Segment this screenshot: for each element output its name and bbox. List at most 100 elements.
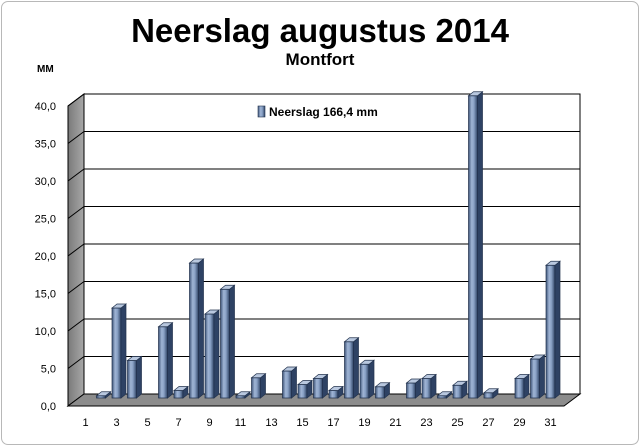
bar-front (173, 390, 184, 399)
y-tick-label: 20,0 (35, 251, 56, 263)
bar (436, 391, 453, 399)
y-tick-label: 35,0 (35, 139, 56, 151)
bars-group (95, 91, 561, 399)
legend-label: Neerslag 166,4 mm (269, 105, 378, 119)
gridlines (67, 93, 580, 369)
bar-side (120, 303, 127, 399)
bar-top (421, 374, 437, 379)
bar-top (126, 356, 143, 361)
gridline-side (67, 318, 85, 332)
bar-top (359, 359, 375, 365)
bar-side (554, 260, 561, 399)
bar-front (127, 360, 137, 399)
bar (204, 309, 220, 399)
bar-front (452, 384, 463, 399)
bar (328, 385, 344, 399)
gridline-side (67, 356, 85, 369)
gridline-side (67, 168, 85, 182)
y-tick-label: 40,0 (35, 101, 56, 113)
gridline-side (67, 281, 85, 294)
y-axis-ticks: 0,0 5,0 10,0 15,0 20,0 25,0 30,0 35,0 40,0 (35, 101, 56, 413)
bar (173, 385, 189, 399)
bar (111, 303, 127, 399)
bar-side (539, 354, 545, 399)
bar (312, 373, 329, 399)
bar-top (343, 337, 360, 343)
bar-top (312, 374, 329, 379)
x-tick-label: 19 (358, 417, 370, 429)
x-tick-label: 13 (265, 417, 277, 429)
bar (467, 91, 484, 399)
bar-side (477, 91, 483, 399)
y-tick-label: 5,0 (41, 364, 56, 376)
bar-front (313, 378, 323, 399)
bar-side (198, 258, 204, 399)
bar (157, 322, 174, 399)
bar-front (297, 384, 308, 399)
bar-top (545, 260, 561, 266)
bar-side (136, 355, 142, 399)
bar-front (158, 326, 168, 399)
x-tick-label: 21 (389, 417, 401, 429)
bar-top (328, 386, 344, 391)
bar (514, 373, 530, 399)
y-tick-label: 15,0 (35, 289, 56, 301)
bar (235, 391, 251, 399)
x-tick-label: 9 (206, 417, 212, 429)
bar (297, 379, 313, 399)
bar-top (529, 354, 546, 360)
bar (405, 378, 422, 399)
bar-side (368, 359, 375, 399)
x-tick-label: 17 (327, 417, 339, 429)
x-tick-label: 7 (175, 417, 181, 429)
bar (452, 380, 468, 399)
x-tick-label: 31 (544, 417, 556, 429)
bar-side (229, 284, 235, 399)
bar-front (282, 370, 292, 399)
bar-front (468, 95, 478, 399)
bar-top (250, 373, 267, 379)
bar-side (167, 322, 173, 399)
bar-top (374, 382, 391, 388)
y-tick-label: 0,0 (41, 401, 56, 413)
bar-front (204, 313, 215, 399)
y-tick-label: 25,0 (35, 214, 56, 226)
gridline-side (67, 206, 85, 219)
bar-front (514, 378, 525, 399)
gridline-side (67, 131, 85, 144)
bar-front (111, 307, 122, 399)
x-tick-label: 5 (144, 417, 150, 429)
bar (95, 391, 112, 399)
x-tick-label: 15 (296, 417, 308, 429)
bar-top (111, 303, 127, 309)
bar-front (483, 392, 494, 399)
bar-front (344, 341, 354, 399)
bar-top (95, 391, 112, 397)
y-tick-label: 10,0 (35, 326, 56, 338)
bar-side (291, 366, 297, 399)
gridline-side (67, 93, 85, 107)
legend-swatch (257, 105, 266, 118)
bar (126, 355, 143, 399)
bar-front (530, 358, 540, 399)
bar (529, 354, 546, 399)
bar-top (514, 374, 530, 379)
bar-top (281, 366, 298, 372)
bar-front (375, 386, 385, 399)
bar-front (189, 262, 199, 399)
bar-side (213, 309, 220, 399)
bar (250, 373, 267, 399)
bar (545, 260, 561, 399)
bar-top (436, 391, 453, 397)
bar-front (421, 378, 432, 399)
chart-title: Neerslag augustus 2014 (131, 12, 509, 49)
bar (421, 373, 437, 399)
x-tick-label: 11 (235, 417, 246, 429)
bar (374, 382, 391, 399)
bar-top (452, 380, 468, 386)
bar-front (251, 377, 261, 399)
gridline-side (67, 243, 85, 257)
bar-top (405, 378, 422, 384)
bar-top (188, 258, 205, 264)
bar (359, 359, 375, 399)
